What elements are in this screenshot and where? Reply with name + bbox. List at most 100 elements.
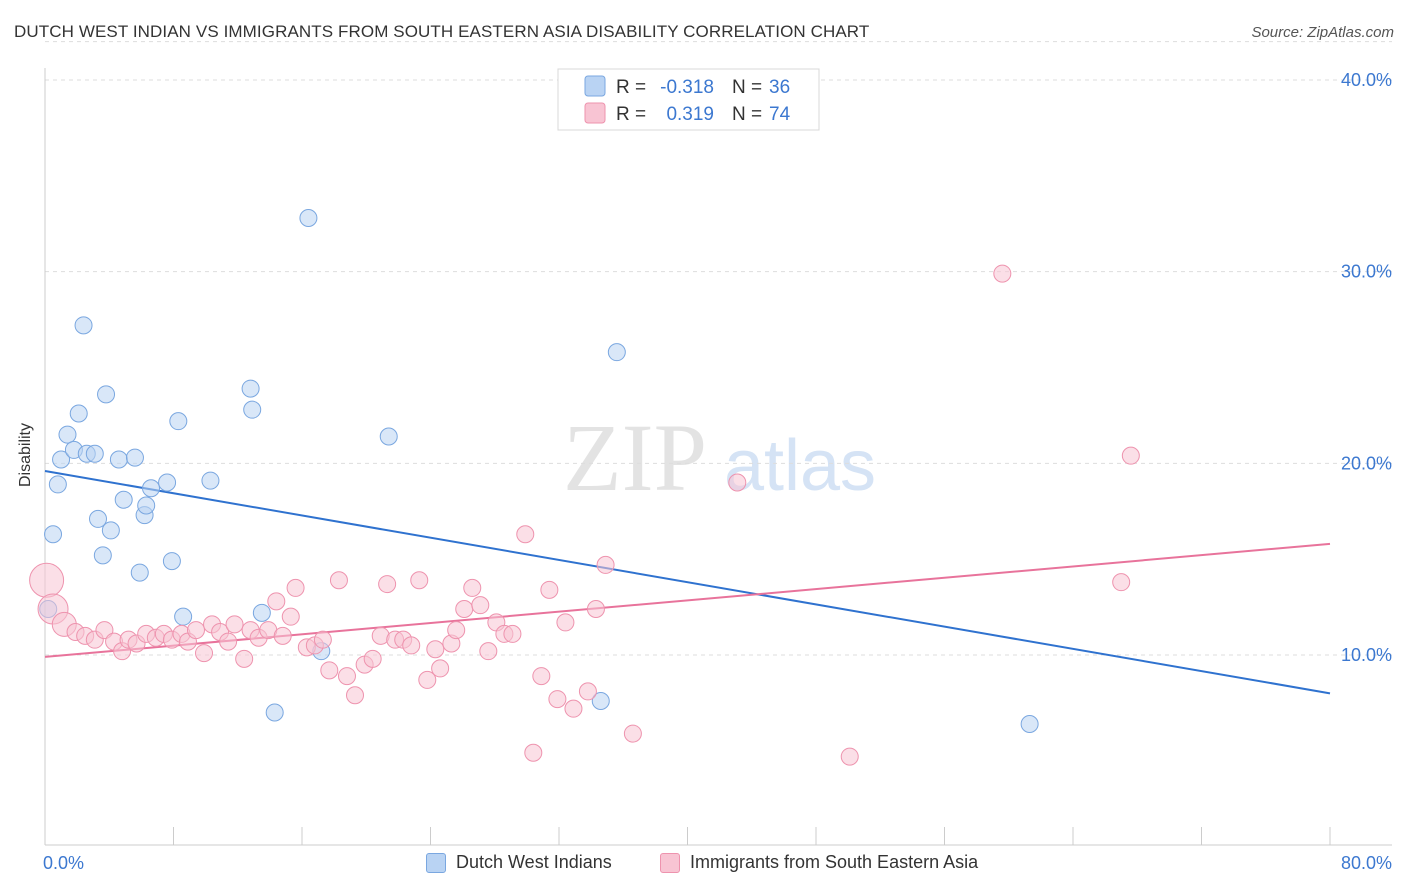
watermark-atlas: atlas bbox=[724, 426, 876, 506]
point-immigrants-sea bbox=[455, 600, 474, 618]
point-dutch-west-indians bbox=[1020, 715, 1039, 733]
point-dutch-west-indians bbox=[158, 473, 177, 492]
axes bbox=[44, 68, 1392, 846]
point-immigrants-sea bbox=[548, 690, 567, 709]
point-immigrants-sea bbox=[95, 621, 114, 640]
point-immigrants-sea bbox=[578, 682, 597, 701]
point-dutch-west-indians bbox=[299, 209, 318, 227]
point-immigrants-sea bbox=[418, 670, 437, 689]
point-dutch-west-indians bbox=[130, 563, 149, 582]
grid-lines bbox=[45, 41, 1392, 656]
point-immigrants-sea bbox=[524, 743, 543, 762]
point-dutch-west-indians bbox=[44, 525, 63, 544]
point-immigrants-sea bbox=[346, 686, 365, 705]
point-dutch-west-indians bbox=[607, 343, 626, 362]
point-dutch-west-indians bbox=[162, 552, 181, 571]
point-immigrants-sea bbox=[447, 621, 466, 640]
point-immigrants-sea bbox=[596, 555, 615, 574]
legend-stats: R = -0.318 N = 36 R = 0.319 N = 74 bbox=[557, 68, 820, 131]
legend-stats-swatch bbox=[584, 75, 606, 97]
point-immigrants-sea bbox=[728, 473, 747, 492]
tick-labels: 10.0% 20.0% 30.0% 40.0% 0.0% 80.0% bbox=[43, 70, 1392, 873]
point-immigrants-sea bbox=[516, 525, 535, 544]
point-dutch-west-indians bbox=[114, 490, 133, 509]
point-immigrants-sea bbox=[281, 607, 300, 626]
point-dutch-west-indians bbox=[201, 471, 220, 490]
point-dutch-west-indians bbox=[174, 607, 193, 626]
point-immigrants-sea bbox=[273, 626, 292, 645]
trend-line-pink bbox=[44, 542, 1331, 658]
point-immigrants-sea bbox=[235, 649, 254, 668]
legend-swatch-pink bbox=[660, 852, 680, 873]
point-immigrants-sea bbox=[329, 571, 348, 590]
point-dutch-west-indians bbox=[101, 521, 120, 540]
point-dutch-west-indians bbox=[93, 546, 112, 565]
point-dutch-west-indians bbox=[591, 692, 610, 710]
point-immigrants-sea bbox=[337, 667, 356, 686]
y-tick-label: 40.0% bbox=[1341, 70, 1392, 90]
point-immigrants-sea bbox=[219, 632, 238, 651]
point-immigrants-sea bbox=[471, 596, 490, 615]
point-immigrants-sea bbox=[431, 659, 450, 678]
point-dutch-west-indians bbox=[89, 509, 108, 528]
point-dutch-west-indians bbox=[241, 379, 260, 398]
chart-title: DUTCH WEST INDIAN VS IMMIGRANTS FROM SOU… bbox=[14, 22, 870, 41]
point-dutch-west-indians bbox=[265, 703, 284, 722]
point-immigrants-sea bbox=[586, 600, 605, 618]
point-immigrants-sea bbox=[564, 699, 583, 718]
point-immigrants-sea bbox=[225, 615, 244, 634]
point-immigrants-sea bbox=[540, 580, 559, 599]
point-dutch-west-indians bbox=[252, 603, 271, 622]
point-immigrants-sea bbox=[479, 642, 498, 661]
point-immigrants-sea bbox=[195, 644, 214, 663]
legend-stats-swatch bbox=[584, 102, 606, 124]
legend-item-dutch-west-indians[interactable]: Dutch West Indians bbox=[426, 852, 612, 873]
point-dutch-west-indians bbox=[97, 385, 116, 404]
point-immigrants-sea bbox=[1121, 446, 1140, 465]
x-tick-label: 0.0% bbox=[43, 853, 84, 873]
legend: Dutch West Indians Immigrants from South… bbox=[0, 852, 1406, 878]
legend-item-immigrants-south-eastern-asia[interactable]: Immigrants from South Eastern Asia bbox=[660, 852, 978, 873]
point-dutch-west-indians bbox=[74, 316, 93, 335]
point-immigrants-sea bbox=[840, 747, 859, 766]
point-immigrants-sea bbox=[320, 661, 339, 680]
point-immigrants-sea bbox=[186, 621, 205, 640]
watermark-zip: ZIP bbox=[563, 404, 707, 511]
point-dutch-west-indians bbox=[48, 475, 67, 494]
y-tick-label: 30.0% bbox=[1341, 262, 1392, 282]
point-dutch-west-indians bbox=[125, 448, 144, 467]
y-tick-label: 20.0% bbox=[1341, 453, 1392, 473]
legend-r-label: R = bbox=[616, 104, 646, 125]
point-dutch-west-indians bbox=[243, 400, 262, 419]
point-immigrants-sea bbox=[378, 575, 397, 594]
point-dutch-west-indians bbox=[142, 479, 161, 498]
legend-r-value: 0.319 bbox=[666, 104, 714, 125]
point-immigrants-sea bbox=[463, 578, 482, 597]
legend-n-label: N = bbox=[732, 77, 762, 98]
point-dutch-west-indians bbox=[379, 427, 398, 446]
point-immigrants-sea bbox=[313, 630, 332, 649]
point-immigrants-sea bbox=[426, 640, 445, 659]
point-dutch-west-indians bbox=[169, 412, 188, 431]
data-points bbox=[29, 209, 1140, 766]
point-dutch-west-indians bbox=[58, 425, 77, 444]
point-immigrants-sea bbox=[410, 571, 429, 590]
point-immigrants-sea bbox=[363, 649, 382, 668]
point-dutch-west-indians bbox=[109, 450, 128, 469]
point-immigrants-sea bbox=[29, 562, 65, 598]
point-immigrants-sea bbox=[503, 624, 522, 643]
point-immigrants-sea bbox=[267, 592, 286, 611]
point-dutch-west-indians bbox=[137, 496, 156, 515]
point-immigrants-sea bbox=[532, 667, 551, 686]
legend-n-value: 36 bbox=[769, 77, 790, 98]
legend-r-value: -0.318 bbox=[660, 77, 714, 98]
point-immigrants-sea bbox=[286, 578, 305, 597]
watermark: ZIP atlas bbox=[563, 404, 876, 511]
point-immigrants-sea bbox=[1112, 573, 1131, 592]
source-note: Source: ZipAtlas.com bbox=[1251, 24, 1394, 41]
legend-r-label: R = bbox=[616, 77, 646, 98]
x-tick-label: 80.0% bbox=[1341, 853, 1392, 873]
legend-swatch-blue bbox=[426, 852, 446, 873]
point-dutch-west-indians bbox=[69, 404, 88, 423]
